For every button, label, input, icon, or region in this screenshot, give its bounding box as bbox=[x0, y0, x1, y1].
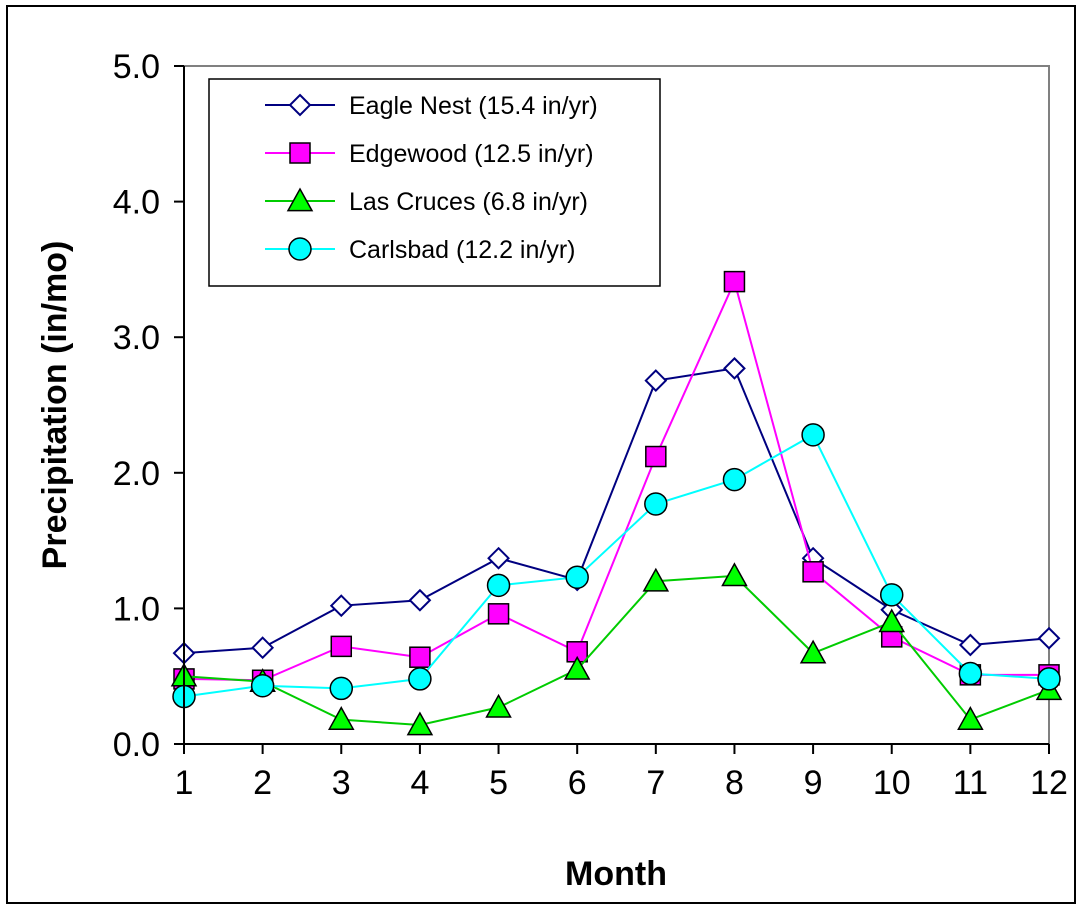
x-tick-label: 2 bbox=[253, 764, 272, 802]
data-point bbox=[723, 270, 746, 293]
data-point bbox=[879, 583, 904, 607]
legend-item: Edgewood (12.5 in/yr) bbox=[265, 140, 594, 168]
x-axis-title: Month bbox=[565, 855, 667, 893]
data-point bbox=[878, 608, 906, 633]
data-point bbox=[1037, 626, 1061, 650]
y-tick-label: 3.0 bbox=[113, 319, 160, 357]
series-layer bbox=[170, 270, 1063, 736]
legend-item: Eagle Nest (15.4 in/yr) bbox=[265, 92, 598, 120]
y-tick-label: 5.0 bbox=[113, 48, 160, 86]
data-point bbox=[642, 567, 670, 592]
series-line bbox=[183, 574, 1050, 727]
data-point bbox=[250, 673, 275, 698]
legend-marker bbox=[286, 187, 314, 212]
series-line bbox=[183, 278, 1049, 682]
x-tick-label: 10 bbox=[873, 764, 911, 802]
data-point bbox=[802, 561, 824, 583]
data-point bbox=[1037, 667, 1061, 691]
series-4 bbox=[172, 423, 1061, 709]
data-point bbox=[958, 661, 983, 686]
data-point bbox=[644, 369, 668, 393]
legend-item: Las Cruces (6.8 in/yr) bbox=[265, 187, 588, 216]
data-point bbox=[251, 636, 275, 660]
data-point bbox=[723, 356, 746, 380]
data-point bbox=[406, 711, 434, 736]
y-tick-label: 0.0 bbox=[113, 726, 160, 764]
x-tick-label: 3 bbox=[332, 764, 351, 802]
data-point bbox=[565, 565, 589, 589]
data-point bbox=[487, 546, 510, 570]
x-tick-label: 4 bbox=[410, 764, 429, 802]
series-line bbox=[183, 433, 1050, 698]
legend-marker bbox=[288, 93, 312, 117]
data-point bbox=[722, 467, 747, 492]
y-tick-label: 2.0 bbox=[113, 455, 160, 493]
x-tick-label: 11 bbox=[953, 764, 988, 802]
data-point bbox=[408, 588, 432, 612]
legend-marker bbox=[289, 142, 311, 164]
x-tick-label: 9 bbox=[804, 764, 823, 802]
legend-label: Eagle Nest (15.4 in/yr) bbox=[349, 92, 598, 120]
data-point bbox=[645, 445, 667, 468]
x-tick-label: 1 bbox=[175, 764, 194, 802]
legend-item: Carlsbad (12.2 in/yr) bbox=[265, 236, 575, 264]
y-axis-title: Precipitation (in/mo) bbox=[36, 241, 74, 570]
x-tick-label: 6 bbox=[568, 764, 587, 802]
x-tick-label: 7 bbox=[646, 764, 665, 802]
legend: Eagle Nest (15.4 in/yr) Edgewood (12.5 in… bbox=[208, 78, 661, 287]
y-tick-label: 4.0 bbox=[113, 184, 160, 222]
data-point bbox=[329, 594, 353, 618]
y-tick-label: 1.0 bbox=[113, 590, 160, 628]
data-point bbox=[330, 635, 353, 658]
legend-label: Edgewood (12.5 in/yr) bbox=[349, 140, 594, 168]
series-3 bbox=[170, 562, 1063, 736]
data-point bbox=[408, 667, 432, 691]
legend-label: Carlsbad (12.2 in/yr) bbox=[349, 236, 575, 264]
x-tick-label: 5 bbox=[489, 764, 508, 802]
x-tick-label: 8 bbox=[725, 764, 744, 802]
legend-box bbox=[208, 78, 661, 287]
legend-marker bbox=[288, 237, 312, 261]
data-point bbox=[487, 603, 510, 625]
axes-layer: 0.01.02.03.04.05.01 2 3 4 5 6 7 8 9 10 11 12 bbox=[113, 48, 1068, 802]
data-point bbox=[958, 633, 982, 657]
data-point bbox=[329, 676, 354, 701]
data-point bbox=[721, 562, 748, 587]
data-point bbox=[957, 706, 984, 730]
data-point bbox=[799, 639, 827, 664]
data-point bbox=[485, 693, 512, 718]
data-point bbox=[409, 646, 431, 668]
data-point bbox=[486, 573, 511, 598]
data-point bbox=[563, 655, 591, 680]
data-point bbox=[644, 492, 668, 516]
legend-label: Las Cruces (6.8 in/yr) bbox=[349, 188, 588, 216]
x-tick-label: 12 bbox=[1030, 764, 1068, 802]
data-point bbox=[801, 423, 825, 447]
series-line bbox=[183, 367, 1050, 655]
data-point bbox=[327, 706, 355, 730]
